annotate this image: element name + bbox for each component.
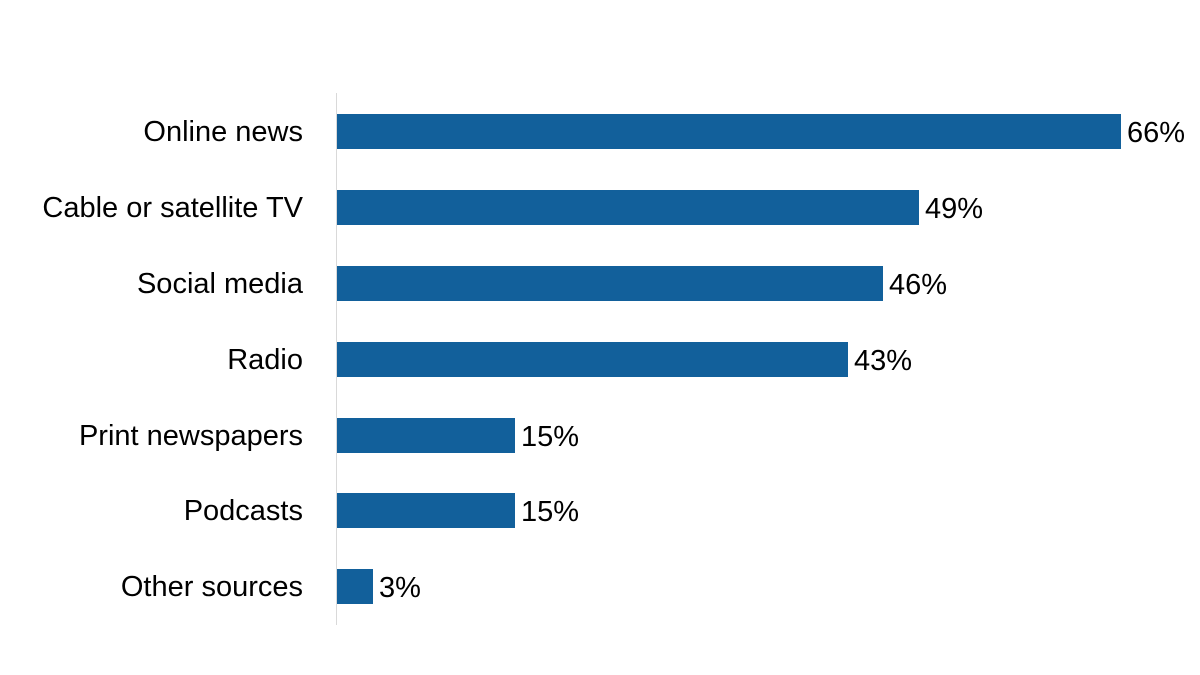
category-label: Podcasts	[183, 495, 303, 527]
bar	[337, 493, 515, 528]
value-label: 49%	[925, 193, 984, 225]
bar-row: Online news 66%	[0, 114, 1200, 150]
bar	[337, 342, 848, 377]
bar-row: Cable or satellite TV 49%	[0, 190, 1200, 226]
bar-row: Podcasts 15%	[0, 493, 1200, 529]
bar-row: Radio 43%	[0, 342, 1200, 378]
value-label: 15%	[521, 421, 580, 453]
category-label: Social media	[136, 268, 303, 300]
value-label: 43%	[854, 345, 913, 377]
category-label: Other sources	[120, 571, 303, 603]
category-label: Print newspapers	[78, 420, 303, 452]
bar-row: Other sources 3%	[0, 569, 1200, 605]
bar	[337, 569, 373, 604]
value-label: 46%	[889, 269, 948, 301]
bar	[337, 418, 515, 453]
category-label: Radio	[227, 344, 303, 376]
bar	[337, 190, 919, 225]
category-label: Cable or satellite TV	[42, 192, 303, 224]
bar	[337, 266, 883, 301]
value-label: 3%	[379, 572, 421, 604]
value-label: 15%	[521, 496, 580, 528]
bar	[337, 114, 1121, 149]
bar-row: Print newspapers 15%	[0, 418, 1200, 454]
bar-row: Social media 46%	[0, 266, 1200, 302]
value-label: 66%	[1127, 117, 1186, 149]
category-label: Online news	[143, 116, 303, 148]
category-axis-line	[336, 93, 337, 625]
